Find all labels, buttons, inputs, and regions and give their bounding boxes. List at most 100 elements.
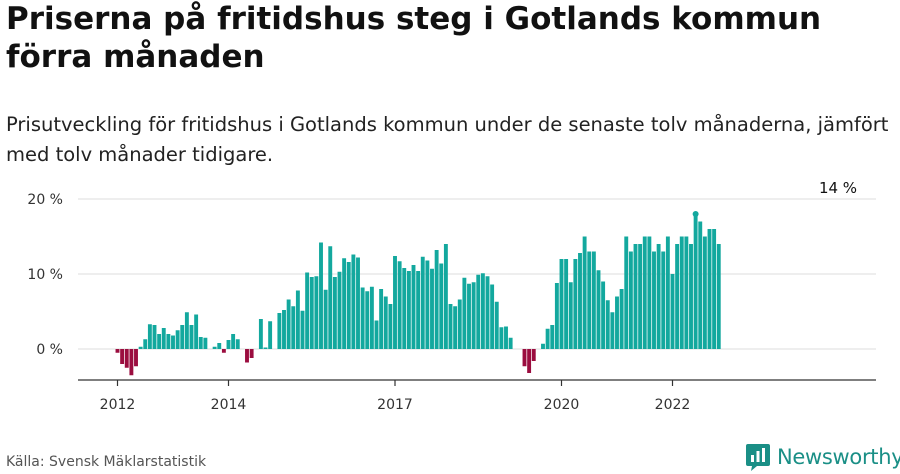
- bars: [115, 214, 721, 376]
- bar: [582, 236, 587, 349]
- bar: [545, 328, 550, 349]
- bar: [716, 244, 721, 349]
- bar: [541, 343, 545, 349]
- chart-title: Priserna på fritidshus steg i Gotlands k…: [6, 1, 822, 75]
- bar: [134, 349, 138, 367]
- bar: [638, 244, 643, 349]
- bar: [166, 334, 171, 349]
- annotation-marker: [692, 211, 699, 217]
- x-tick-label: 2014: [211, 397, 247, 413]
- bar: [249, 349, 254, 358]
- bar: [184, 312, 189, 349]
- bar: [286, 299, 291, 349]
- bar: [319, 242, 323, 349]
- bar: [171, 335, 175, 349]
- bar: [531, 349, 536, 361]
- bar: [596, 270, 601, 349]
- bar: [578, 253, 582, 349]
- bar: [693, 214, 698, 349]
- bar: [420, 256, 425, 349]
- bar: [152, 325, 157, 349]
- bar: [601, 281, 606, 349]
- bar: [504, 326, 508, 349]
- bar: [323, 289, 328, 349]
- bar: [309, 277, 314, 349]
- bar: [416, 271, 421, 349]
- bar: [559, 259, 564, 349]
- x-tick-label: 2022: [655, 397, 691, 413]
- bar: [522, 349, 527, 367]
- chart-subtitle: Prisutveckling för fritidshus i Gotlands…: [6, 113, 889, 166]
- bar: [665, 236, 670, 349]
- bar: [337, 271, 342, 349]
- bar: [485, 276, 490, 349]
- bar: [554, 283, 559, 349]
- bar: [217, 343, 222, 349]
- bar: [328, 246, 333, 349]
- bar: [656, 244, 661, 349]
- bar: [707, 229, 712, 349]
- bar: [397, 261, 402, 349]
- bar: [291, 306, 296, 349]
- bar: [356, 257, 360, 349]
- y-tick-label: 20 %: [27, 192, 63, 208]
- bar: [365, 291, 370, 349]
- bar: [226, 340, 231, 349]
- bar: [180, 325, 185, 349]
- bar: [679, 236, 684, 349]
- bar: [480, 273, 485, 349]
- bar: [550, 325, 555, 349]
- bar: [235, 339, 240, 349]
- bar: [628, 251, 633, 349]
- bar: [591, 251, 596, 349]
- y-tick-label: 10 %: [27, 267, 63, 283]
- bar: [314, 276, 319, 349]
- bar: [300, 310, 305, 349]
- brand-logo: Newsworthy: [745, 441, 900, 473]
- bar: [471, 282, 476, 349]
- bar: [467, 283, 471, 349]
- bar: [212, 346, 217, 349]
- bar: [610, 312, 615, 349]
- bar: [189, 325, 194, 349]
- bar: [605, 300, 610, 349]
- y-tick-label: 0 %: [36, 342, 63, 358]
- bar: [624, 236, 629, 349]
- bar: [277, 313, 282, 349]
- bar: [129, 349, 134, 376]
- bar: [346, 262, 351, 349]
- bar: [374, 320, 379, 349]
- bar: [258, 319, 263, 349]
- bar: [402, 268, 407, 349]
- bar: [647, 236, 652, 349]
- bar: [161, 328, 166, 349]
- bar: [231, 334, 236, 349]
- bar: [434, 250, 439, 349]
- bar: [499, 327, 504, 349]
- bar: [642, 236, 647, 349]
- bar: [448, 304, 453, 349]
- bar: [143, 339, 148, 349]
- bar: [295, 290, 300, 349]
- brand-name: Newsworthy: [777, 445, 900, 469]
- bar: [369, 286, 374, 349]
- bar: [684, 236, 689, 349]
- bar-chart: 0 % 10 % 20 % 2012 2014 2017 2020 2022 14 %: [27, 180, 876, 413]
- bar: [462, 277, 467, 349]
- bar: [675, 244, 680, 349]
- bar: [633, 244, 638, 349]
- bar: [702, 236, 707, 349]
- bar: [712, 229, 717, 349]
- bar: [527, 349, 532, 373]
- bar: [568, 282, 573, 349]
- x-tick-label: 2012: [100, 397, 136, 413]
- annotation-label: 14 %: [819, 180, 857, 197]
- bar: [490, 284, 495, 349]
- bar: [124, 349, 129, 368]
- x-tick-label: 2017: [377, 397, 413, 413]
- bar: [175, 330, 180, 349]
- bar: [453, 306, 458, 349]
- bar: [670, 274, 675, 349]
- bar: [194, 314, 199, 349]
- bar: [494, 301, 499, 349]
